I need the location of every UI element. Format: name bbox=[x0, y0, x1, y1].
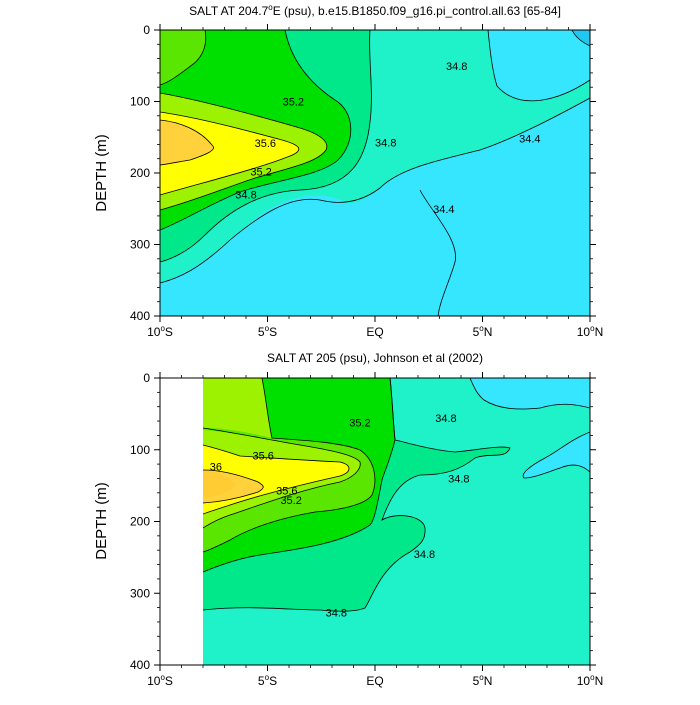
top-x-axis: 10oS 5oS EQ 5oN 10oN bbox=[147, 24, 603, 339]
bottom-contour-label-2: 35.6 bbox=[252, 450, 273, 462]
bottom-title: SALT AT 205 (psu), Johnson et al (2002) bbox=[267, 351, 483, 365]
bottom-contour-35-8 bbox=[202, 469, 264, 504]
bottom-ytick-label-3: 300 bbox=[130, 586, 150, 600]
top-ytick-label-0: 0 bbox=[143, 23, 150, 37]
top-ytick-label-2: 200 bbox=[130, 166, 150, 180]
top-xtick-label-0: 10oS bbox=[147, 324, 173, 339]
top-contour-label-5: 34.8 bbox=[446, 61, 467, 73]
top-y-axis: 0 100 200 300 400 bbox=[130, 23, 596, 323]
top-contour-35-8 bbox=[160, 119, 214, 166]
top-contour-fill bbox=[160, 30, 590, 316]
top-contour-34-4 bbox=[160, 97, 590, 284]
bottom-y-axis: 0 100 200 300 400 bbox=[130, 371, 596, 672]
top-contour-35-6 bbox=[160, 111, 300, 196]
top-contour-label-6: 34.4 bbox=[519, 134, 540, 146]
top-ytick-label-3: 300 bbox=[130, 238, 150, 252]
bottom-fill-35-6 bbox=[203, 378, 272, 438]
top-contour-35-4 bbox=[160, 92, 328, 211]
bottom-contour-35-4 bbox=[202, 427, 361, 529]
top-fill-35-4 bbox=[160, 30, 206, 85]
top-ytick-label-1: 100 bbox=[130, 95, 150, 109]
bottom-xtick-label-1: 5oS bbox=[258, 673, 277, 688]
top-xtick-label-3: 5oN bbox=[473, 324, 493, 339]
bottom-contour-35-6 bbox=[202, 444, 350, 515]
top-xtick-label-4: 10oN bbox=[577, 324, 603, 339]
top-contour-labels: 35.2 35.6 35.2 34.8 34.8 34.8 34.4 34.4 bbox=[235, 61, 540, 216]
bottom-fill-34-4 bbox=[470, 378, 590, 410]
bottom-contour-label-8: 34.8 bbox=[326, 608, 347, 620]
top-contour-label-0: 35.2 bbox=[283, 97, 304, 109]
bottom-ytick-label-0: 0 bbox=[143, 371, 150, 385]
top-contour-35-2 bbox=[160, 30, 207, 86]
bottom-contour-label-7: 34.8 bbox=[414, 549, 435, 561]
top-contour-34-8 bbox=[160, 30, 372, 263]
top-contour-label-2: 35.2 bbox=[250, 167, 271, 179]
bottom-contour-label-3: 36 bbox=[210, 461, 222, 473]
bottom-contour-lines bbox=[202, 378, 590, 612]
bottom-ytick-label-4: 400 bbox=[130, 658, 150, 672]
bottom-contour-34-4b bbox=[522, 431, 590, 479]
bottom-ylabel: DEPTH (m) bbox=[93, 482, 110, 560]
bottom-contour-34-8 bbox=[202, 378, 511, 612]
top-fill-36 bbox=[160, 120, 214, 165]
top-xtick-label-2: EQ bbox=[366, 325, 383, 339]
bottom-contour-34-4 bbox=[469, 378, 590, 410]
bottom-contour-fill bbox=[203, 378, 590, 665]
bottom-xtick-label-2: EQ bbox=[366, 674, 383, 688]
top-ytick-label-4: 400 bbox=[130, 309, 150, 323]
top-contour-label-1: 35.6 bbox=[255, 138, 276, 150]
bottom-fill-34-4b bbox=[523, 432, 590, 478]
bottom-contour-35-0 bbox=[202, 378, 396, 573]
top-contour-lines bbox=[160, 30, 590, 316]
top-contour-35-0 bbox=[160, 30, 352, 231]
bottom-contour-label-5: 35.6 bbox=[276, 486, 297, 498]
top-contour-label-3: 34.8 bbox=[235, 189, 256, 201]
top-contour-34-2 bbox=[571, 30, 590, 47]
bottom-contour-35-2 bbox=[202, 378, 376, 553]
bottom-contour-label-4: 34.8 bbox=[448, 473, 469, 485]
bottom-panel: SALT AT 205 (psu), Johnson et al (2002) bbox=[93, 351, 603, 688]
top-contour-34-4c bbox=[419, 189, 456, 316]
bottom-xtick-label-0: 10oS bbox=[147, 673, 173, 688]
top-ylabel: DEPTH (m) bbox=[93, 134, 110, 212]
top-panel: SALT AT 204.7oE (psu), b.e15.B1850.f09_g… bbox=[93, 3, 603, 339]
top-fill-34-2-corner bbox=[572, 30, 590, 46]
bottom-x-axis: 10oS 5oS EQ 5oN 10oN bbox=[147, 372, 603, 688]
bottom-contour-label-0: 35.2 bbox=[349, 417, 370, 429]
bottom-ytick-label-1: 100 bbox=[130, 443, 150, 457]
bottom-xtick-label-3: 5oN bbox=[473, 673, 493, 688]
top-contour-label-4: 34.8 bbox=[375, 137, 396, 149]
top-title: SALT AT 204.7oE (psu), b.e15.B1850.f09_g… bbox=[189, 3, 561, 18]
bottom-xtick-label-4: 10oN bbox=[577, 673, 603, 688]
bottom-contour-label-6: 35.2 bbox=[280, 495, 301, 507]
top-contour-label-7: 34.4 bbox=[433, 204, 454, 216]
bottom-contour-label-1: 34.8 bbox=[435, 413, 456, 425]
bottom-ytick-label-2: 200 bbox=[130, 515, 150, 529]
bottom-fill-36b bbox=[203, 470, 235, 498]
top-xtick-label-1: 5oS bbox=[258, 324, 277, 339]
top-contour-34-4b bbox=[487, 30, 590, 102]
